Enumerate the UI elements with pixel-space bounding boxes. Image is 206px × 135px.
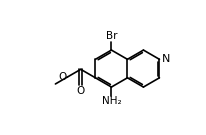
Text: O: O xyxy=(76,86,84,96)
Text: NH₂: NH₂ xyxy=(101,96,121,106)
Text: Br: Br xyxy=(105,31,117,41)
Text: N: N xyxy=(161,54,169,64)
Text: O: O xyxy=(58,72,66,82)
